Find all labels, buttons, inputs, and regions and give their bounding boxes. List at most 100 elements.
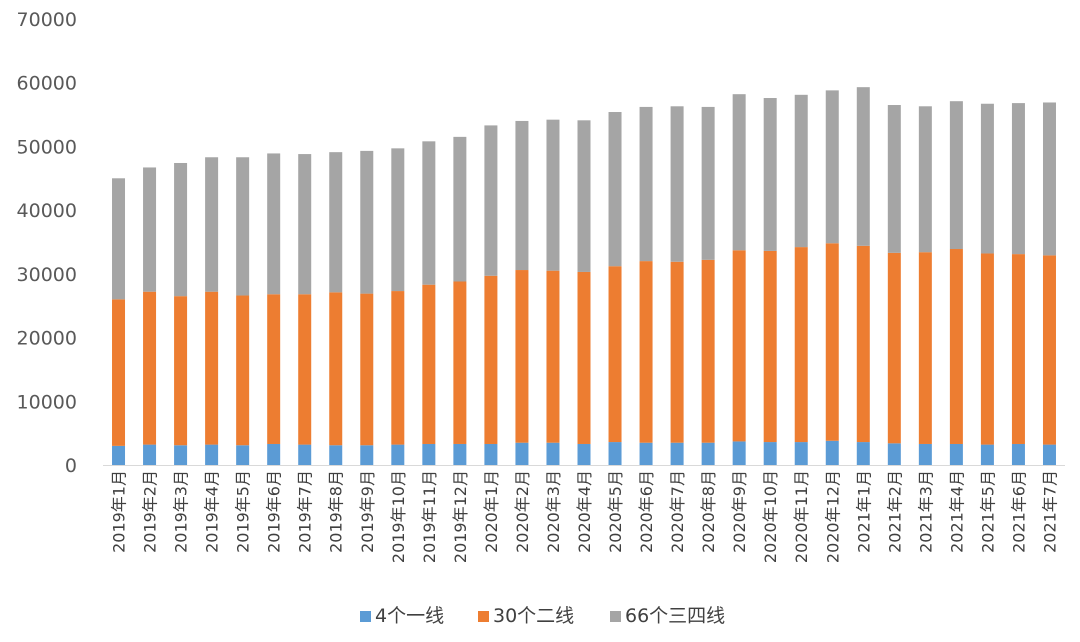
x-tick-label: 2020年3月	[544, 470, 563, 553]
bar-segment-series-1	[639, 261, 653, 443]
legend-label: 66个三四线	[625, 605, 725, 627]
x-tick-label: 2019年1月	[110, 470, 129, 553]
bar-segment-series-0	[391, 444, 405, 465]
bar-segment-series-1	[1042, 255, 1056, 445]
bar-segment-series-0	[949, 443, 963, 465]
bar-segment-series-2	[546, 119, 560, 271]
bar-segment-series-2	[763, 98, 777, 251]
bar-segment-series-2	[515, 120, 529, 271]
bar-segment-series-0	[980, 444, 994, 465]
x-axis: 2019年1月 2019年2月 2019年3月 2019年4月 2019年5月 2019年…	[110, 470, 1060, 563]
bar-segment-series-2	[329, 152, 343, 293]
bar-segment-series-2	[236, 157, 250, 296]
bar-segment-series-0	[267, 443, 281, 465]
x-tick-label: 2020年11月	[792, 470, 811, 563]
bar-segment-series-0	[732, 441, 746, 465]
x-tick-label: 2019年2月	[141, 470, 160, 553]
x-tick-label: 2019年11月	[420, 470, 439, 563]
bar-segment-series-2	[1011, 103, 1025, 255]
bar-segment-series-0	[639, 442, 653, 465]
bar-segment-series-2	[391, 148, 405, 292]
bar-segment-series-0	[918, 443, 932, 465]
x-tick-label: 2021年4月	[947, 470, 966, 553]
bar-segment-series-1	[267, 294, 281, 444]
bar-segment-series-1	[918, 252, 932, 444]
bar-segment-series-1	[980, 253, 994, 445]
bar-segment-series-2	[422, 141, 436, 285]
bar-segment-series-2	[484, 125, 498, 276]
bar-segment-series-0	[701, 442, 715, 465]
bar-segment-series-2	[980, 103, 994, 254]
bar-segment-series-1	[887, 252, 901, 444]
bar-segment-series-2	[732, 94, 746, 251]
bar-segment-series-2	[887, 105, 901, 253]
bar-segment-series-1	[732, 250, 746, 442]
bar-segment-series-1	[763, 250, 777, 443]
x-tick-label: 2021年6月	[1009, 470, 1028, 553]
x-tick-label: 2019年4月	[203, 470, 222, 553]
bar-segment-series-2	[267, 153, 281, 295]
bar-segment-series-0	[1042, 444, 1056, 465]
bar-segment-series-0	[887, 443, 901, 465]
x-tick-label: 2021年7月	[1040, 470, 1059, 553]
bar-segment-series-1	[825, 243, 839, 441]
y-tick-label: 60000	[17, 73, 77, 95]
x-tick-label: 2019年9月	[358, 470, 377, 553]
bar-segment-series-1	[360, 293, 374, 446]
bar-segment-series-2	[360, 150, 374, 294]
x-tick-label: 2020年1月	[482, 470, 501, 553]
bar-segment-series-2	[143, 167, 157, 292]
bar-segment-series-2	[856, 87, 870, 246]
bar-segment-series-2	[205, 157, 219, 292]
y-tick-label: 50000	[17, 136, 77, 158]
bar-segment-series-1	[174, 296, 188, 446]
legend-label: 4个一线	[375, 605, 444, 627]
x-tick-label: 2020年12月	[823, 470, 842, 563]
bar-segment-series-0	[236, 445, 250, 465]
bar-segment-series-1	[577, 271, 591, 444]
x-tick-label: 2020年4月	[575, 470, 594, 553]
bar-segment-series-2	[701, 106, 715, 260]
bar-segment-series-0	[360, 445, 374, 465]
bars	[112, 87, 1056, 465]
legend: 4个一线 30个二线 66个三四线	[360, 605, 725, 627]
bar-segment-series-0	[298, 444, 312, 465]
x-tick-label: 2020年9月	[730, 470, 749, 553]
bar-segment-series-1	[949, 249, 963, 444]
bar-segment-series-1	[670, 261, 684, 443]
bar-segment-series-0	[174, 445, 188, 465]
bar-segment-series-0	[608, 442, 622, 465]
bar-segment-series-0	[825, 440, 839, 465]
legend-swatch	[360, 611, 371, 622]
bar-segment-series-0	[1011, 443, 1025, 465]
x-tick-label: 2020年2月	[513, 470, 532, 553]
bar-segment-series-0	[856, 442, 870, 465]
bar-segment-series-1	[298, 294, 312, 445]
bar-segment-series-2	[825, 90, 839, 244]
legend-swatch	[478, 611, 489, 622]
y-tick-label: 0	[65, 455, 77, 477]
x-tick-label: 2019年6月	[265, 470, 284, 553]
x-tick-label: 2020年7月	[668, 470, 687, 553]
x-tick-label: 2019年8月	[327, 470, 346, 553]
bar-segment-series-1	[391, 291, 405, 445]
y-tick-label: 20000	[17, 328, 77, 350]
x-tick-label: 2019年5月	[234, 470, 253, 553]
x-tick-label: 2021年1月	[854, 470, 873, 553]
y-tick-label: 10000	[17, 391, 77, 413]
bar-segment-series-1	[794, 247, 808, 443]
bar-segment-series-1	[422, 284, 436, 444]
bar-segment-series-1	[701, 259, 715, 443]
bar-segment-series-1	[329, 292, 343, 446]
bar-segment-series-2	[794, 94, 808, 248]
bar-segment-series-1	[515, 270, 529, 443]
bar-segment-series-0	[143, 444, 157, 465]
bar-segment-series-2	[670, 106, 684, 262]
bar-segment-series-0	[546, 442, 560, 465]
bar-segment-series-2	[174, 162, 188, 297]
x-tick-label: 2020年10月	[761, 470, 780, 563]
bar-segment-series-0	[763, 442, 777, 465]
bar-segment-series-0	[205, 444, 219, 465]
bar-segment-series-1	[236, 295, 250, 446]
